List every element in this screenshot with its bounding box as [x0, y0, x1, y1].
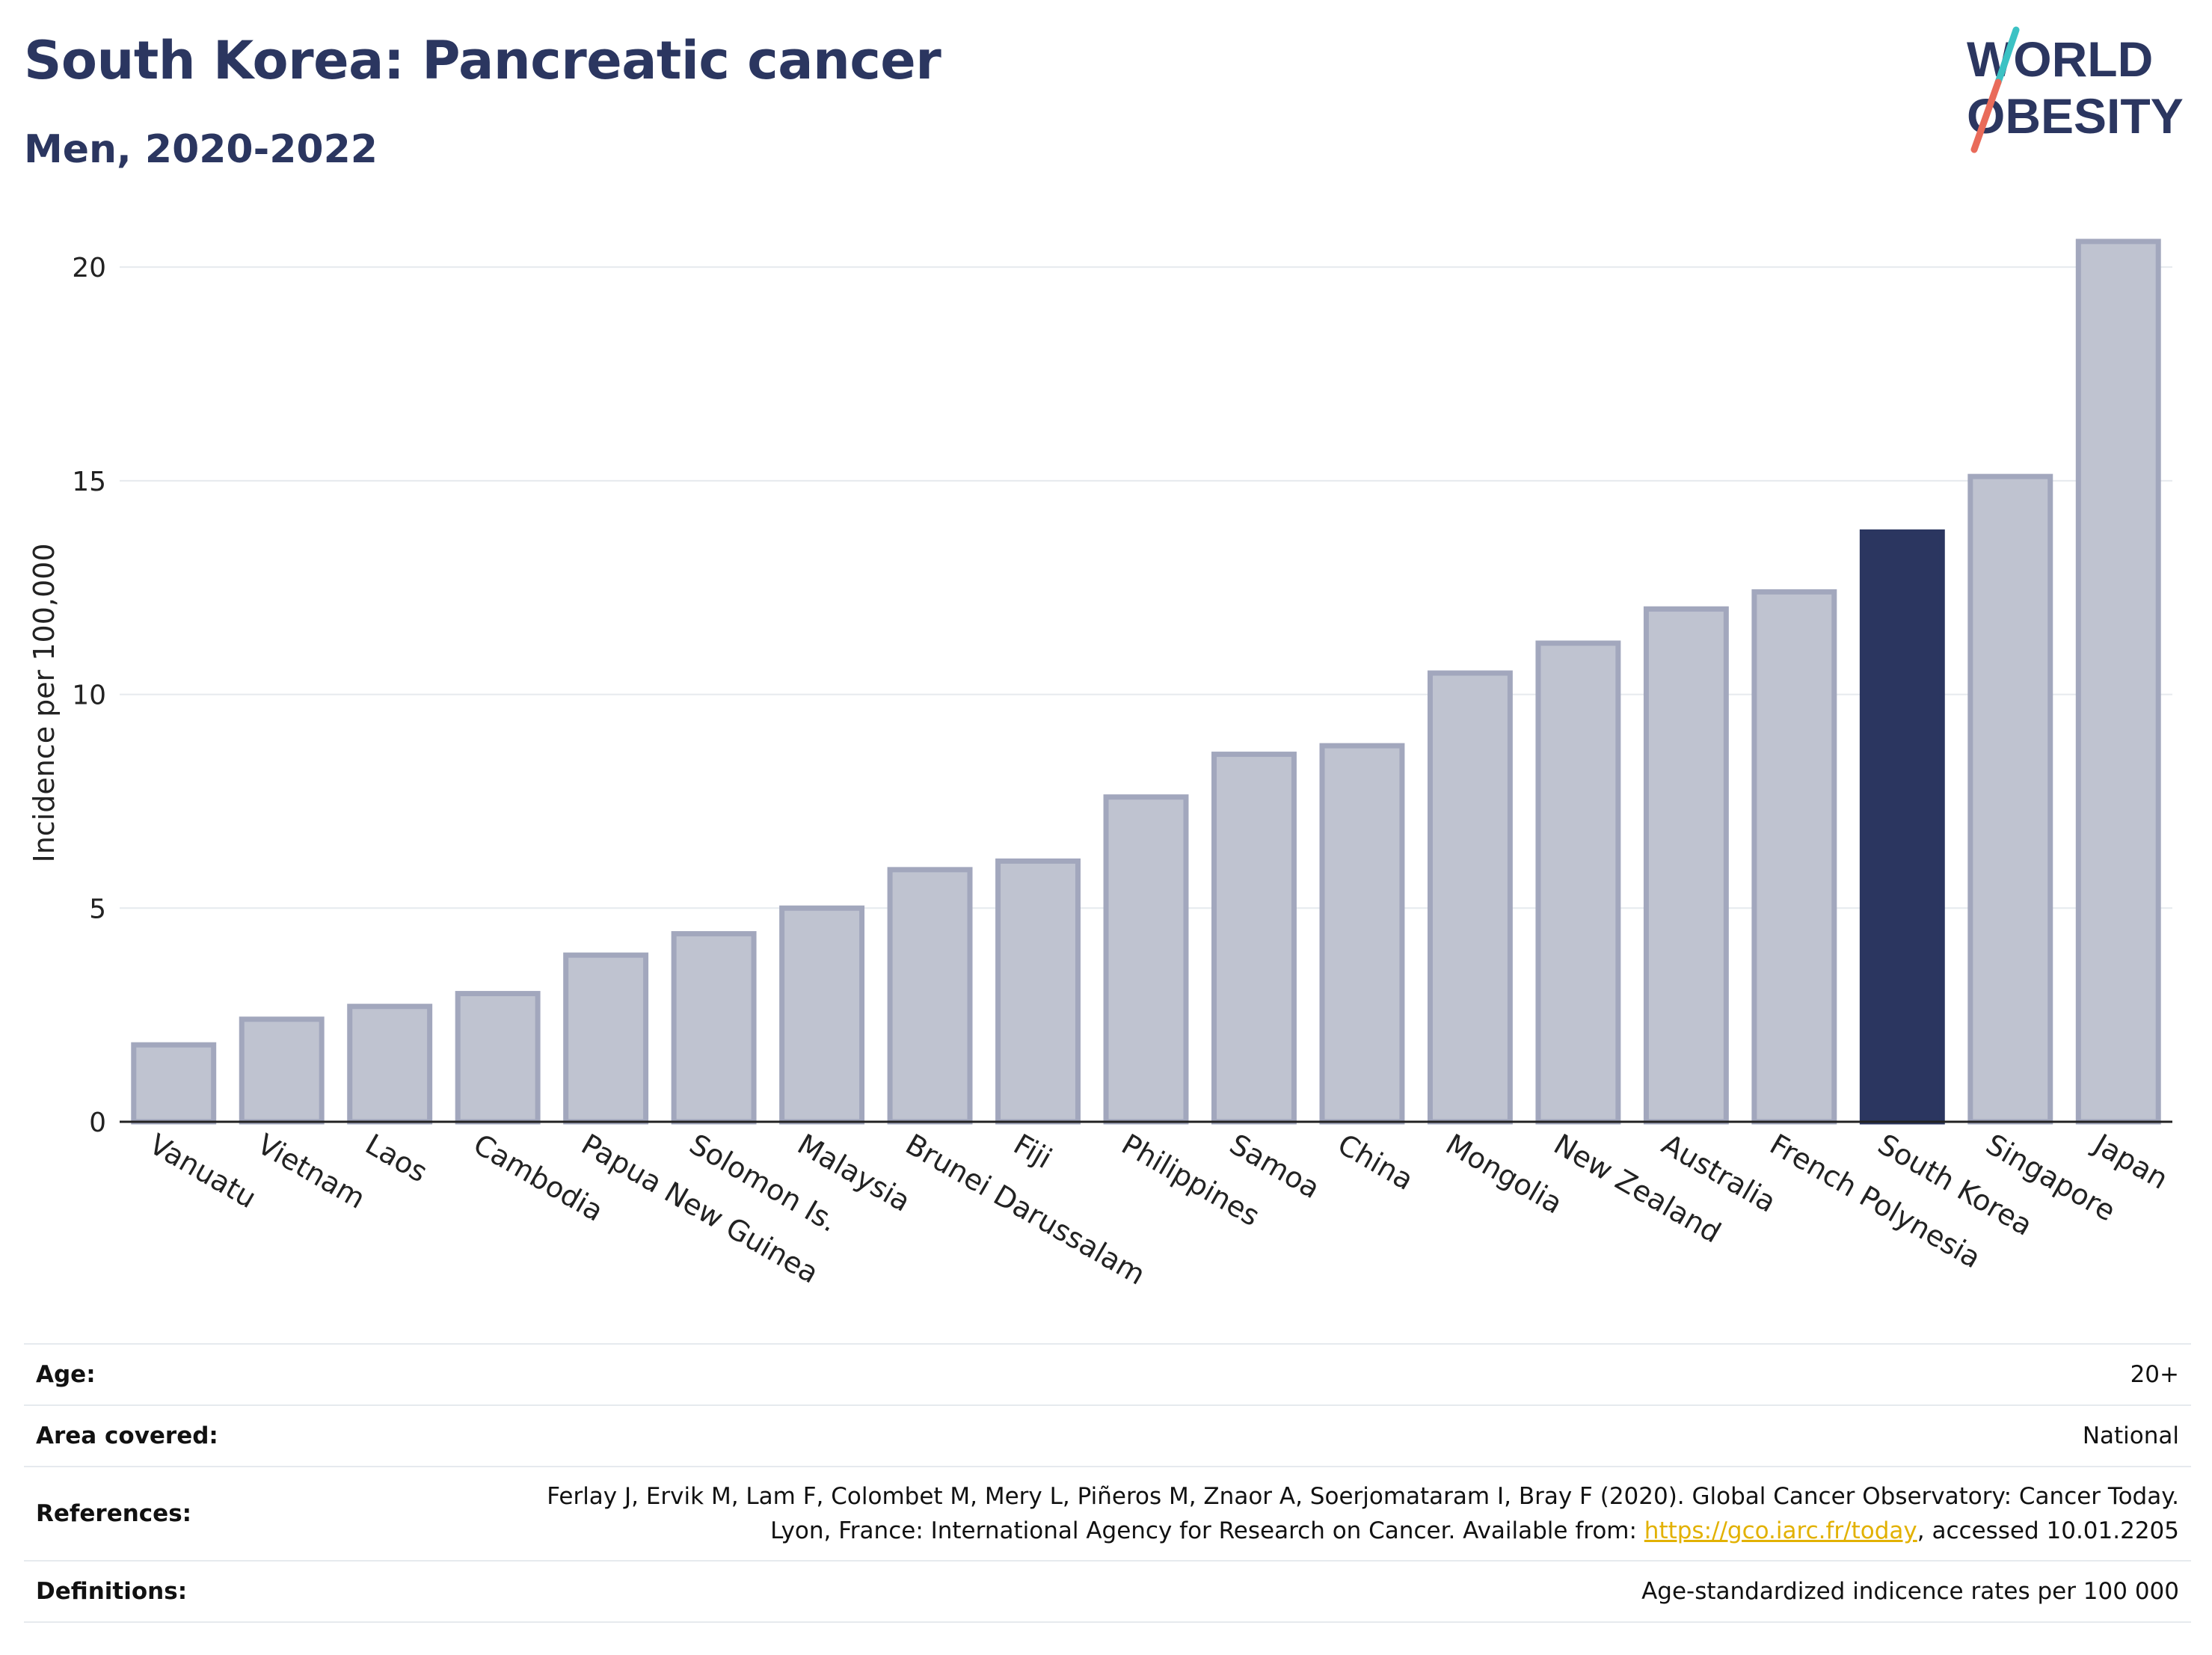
- logo-line2: OBESITY: [1967, 88, 2184, 144]
- meta-references-value: Ferlay J, Ervik M, Lam F, Colombet M, Me…: [534, 1479, 2191, 1548]
- references-text: Ferlay J, Ervik M, Lam F, Colombet M, Me…: [547, 1483, 2179, 1544]
- metadata-table: Age: 20+ Area covered: National Referenc…: [24, 1343, 2191, 1623]
- meta-area-label: Area covered:: [36, 1422, 218, 1449]
- bar-samoa: [1211, 752, 1297, 1125]
- bar-australia: [1643, 606, 1729, 1125]
- meta-area-value: National: [2082, 1422, 2179, 1449]
- bar-singapore: [1967, 473, 2053, 1125]
- bar-japan: [2075, 239, 2161, 1125]
- bar-mongolia: [1427, 670, 1513, 1125]
- y-axis-ticks: 0 5 10 15 20: [72, 253, 106, 1138]
- y-tick-label-3: 15: [72, 467, 106, 497]
- meta-age-value: 20+: [2130, 1361, 2179, 1388]
- bar-south-korea: [1859, 529, 1945, 1125]
- bar-philippines: [1103, 794, 1189, 1125]
- meta-row-age: Age: 20+: [24, 1343, 2191, 1404]
- meta-definitions-value: Age-standardized indicence rates per 100…: [1641, 1578, 2179, 1605]
- y-axis-label: Incidence per 100,000: [28, 543, 61, 862]
- meta-row-area: Area covered: National: [24, 1404, 2191, 1466]
- bar-laos: [347, 1004, 433, 1125]
- x-tick-label-fiji: Fiji: [1008, 1128, 1057, 1175]
- bar-vietnam: [239, 1016, 325, 1125]
- x-tick-label-china: China: [1332, 1128, 1419, 1197]
- x-tick-label-japan: Japan: [2087, 1127, 2174, 1196]
- bar-new-zealand: [1535, 640, 1621, 1125]
- meta-definitions-label: Definitions:: [36, 1578, 188, 1605]
- y-tick-label-4: 20: [72, 253, 106, 283]
- x-tick-label-vanuatu: Vanuatu: [144, 1128, 262, 1215]
- chart-subtitle: Men, 2020-2022: [24, 127, 378, 172]
- y-tick-label-0: 0: [89, 1108, 106, 1138]
- meta-row-references: References: Ferlay J, Ervik M, Lam F, Co…: [24, 1466, 2191, 1560]
- x-tick-label-mongolia: Mongolia: [1440, 1128, 1568, 1220]
- bar-solomon-is-: [671, 931, 757, 1125]
- references-link[interactable]: https://gco.iarc.fr/today: [1644, 1517, 1917, 1544]
- bars: [131, 239, 2161, 1125]
- meta-age-label: Age:: [36, 1361, 96, 1388]
- bar-brunei-darussalam: [887, 867, 973, 1125]
- chart-title: South Korea: Pancreatic cancer: [24, 30, 941, 91]
- x-tick-label-vietnam: Vietnam: [252, 1128, 371, 1215]
- meta-references-label: References:: [36, 1500, 192, 1527]
- world-obesity-logo: WORLD OBESITY: [1967, 26, 2184, 153]
- bar-papua-new-guinea: [563, 952, 649, 1125]
- bar-french-polynesia: [1751, 589, 1837, 1125]
- meta-row-definitions: Definitions: Age-standardized indicence …: [24, 1560, 2191, 1623]
- bar-china: [1319, 743, 1405, 1125]
- x-tick-label-laos: Laos: [360, 1128, 433, 1189]
- bar-fiji: [995, 858, 1081, 1125]
- bar-vanuatu: [131, 1042, 217, 1125]
- references-text-after: , accessed 10.01.2205: [1917, 1517, 2179, 1544]
- bar-malaysia: [779, 905, 865, 1125]
- y-tick-label-2: 10: [72, 681, 106, 711]
- y-tick-label-1: 5: [89, 894, 106, 924]
- bar-cambodia: [455, 991, 541, 1125]
